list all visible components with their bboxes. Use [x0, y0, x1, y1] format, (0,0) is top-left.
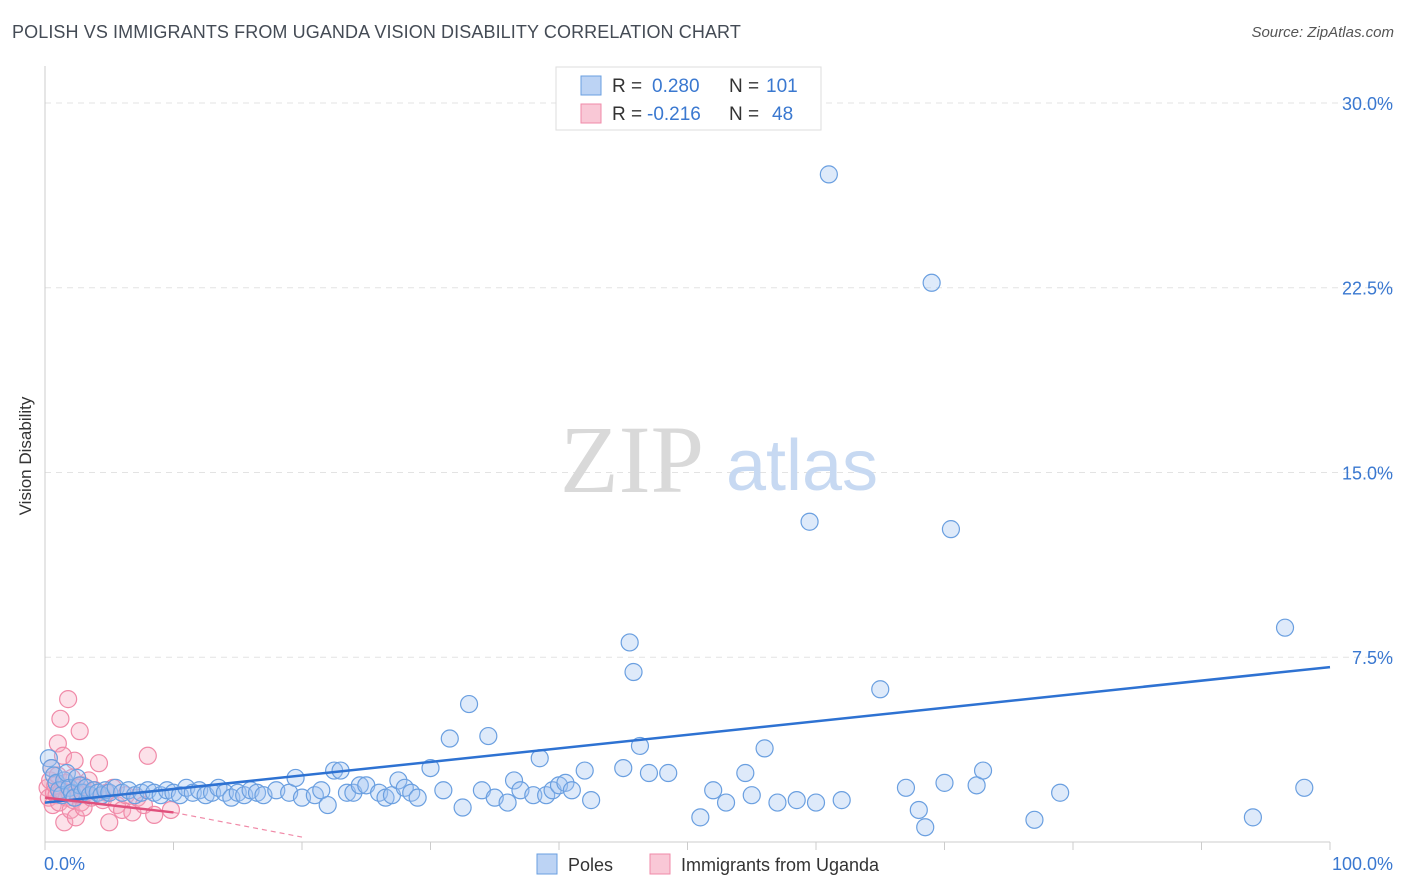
data-point-poles: [909, 800, 928, 820]
legend-n-label-uganda: N =: [729, 104, 759, 125]
data-point-poles: [389, 771, 408, 790]
watermark: ZIP atlas: [560, 406, 878, 513]
trend-line-uganda-extension: [173, 811, 303, 838]
legend-bottom-swatch-uganda: [649, 853, 671, 875]
data-point-poles: [453, 798, 472, 817]
data-point-poles: [459, 694, 479, 714]
data-point-poles: [624, 662, 643, 682]
watermark-atlas: atlas: [726, 426, 878, 506]
x-tick-label-min: 0.0%: [44, 854, 85, 874]
legend-r-label-poles: R =: [612, 76, 642, 97]
trend-line-poles: [44, 665, 1331, 804]
data-point-poles: [575, 761, 594, 780]
data-point-poles: [479, 726, 498, 746]
data-point-poles: [922, 273, 941, 292]
data-point-poles: [350, 776, 369, 795]
watermark-zip: ZIP: [560, 406, 704, 513]
data-point-poles: [742, 786, 761, 805]
y-tick-label: 30.0%: [1342, 94, 1393, 114]
y-tick-label: 15.0%: [1342, 463, 1393, 483]
data-point-poles: [620, 633, 639, 652]
data-point-uganda: [138, 746, 157, 765]
data-point-poles: [941, 520, 961, 539]
data-point-poles: [582, 791, 601, 810]
legend-r-value-uganda: -0.216: [647, 104, 701, 125]
data-point-poles: [768, 793, 787, 812]
legend-n-value-poles: 101: [766, 76, 798, 97]
data-point-poles: [691, 808, 710, 827]
data-point-poles: [704, 781, 723, 800]
legend-swatch-uganda: [580, 103, 602, 124]
legend-bottom: Poles Immigrants from Uganda: [536, 853, 880, 875]
data-point-poles: [787, 791, 806, 810]
data-point-poles: [408, 788, 427, 807]
legend-r-label-uganda: R =: [612, 104, 642, 125]
data-point-poles: [562, 781, 581, 800]
data-point-poles: [1275, 618, 1295, 637]
data-point-poles: [524, 786, 543, 805]
data-point-poles: [639, 763, 659, 783]
data-point-poles: [614, 758, 633, 778]
data-point-poles: [556, 773, 575, 792]
x-tick-label-max: 100.0%: [1332, 854, 1393, 874]
trend-lines: [44, 665, 1331, 838]
legend-bottom-label-uganda: Immigrants from Uganda: [681, 855, 880, 875]
y-tick-label: 22.5%: [1342, 279, 1393, 299]
data-point-poles: [659, 763, 678, 783]
legend-swatch-poles: [580, 75, 602, 96]
data-point-poles: [318, 795, 337, 815]
y-tick-label: 7.5%: [1352, 648, 1393, 668]
data-point-poles: [806, 793, 826, 812]
legend-n-value-uganda: 48: [772, 104, 793, 125]
data-point-poles: [440, 729, 459, 748]
data-point-poles: [1243, 808, 1263, 827]
data-point-poles: [504, 771, 524, 790]
data-point-poles: [57, 763, 76, 783]
source-label: Source: ZipAtlas.com: [1251, 24, 1394, 41]
data-point-poles: [935, 773, 954, 792]
legend-r-value-poles: 0.280: [652, 76, 700, 97]
tick-labels: 7.5% 15.0% 22.5% 30.0% 0.0% 100.0%: [44, 94, 1393, 874]
data-point-poles: [755, 739, 774, 758]
data-point-uganda: [59, 690, 78, 709]
data-point-uganda: [89, 754, 109, 773]
legend-bottom-swatch-poles: [536, 853, 558, 875]
data-point-poles: [800, 512, 819, 531]
data-point-poles: [736, 763, 755, 783]
chart-title: POLISH VS IMMIGRANTS FROM UGANDA VISION …: [12, 22, 741, 42]
data-point-poles: [1051, 783, 1070, 802]
data-point-poles: [871, 680, 890, 699]
data-point-poles: [1025, 810, 1044, 829]
legend-bottom-label-poles: Poles: [568, 855, 613, 875]
data-point-poles: [498, 793, 517, 812]
data-point-uganda: [100, 813, 119, 832]
data-point-poles: [973, 761, 993, 780]
data-point-poles: [916, 818, 935, 837]
data-point-poles: [1295, 778, 1314, 797]
data-point-uganda: [51, 709, 70, 728]
grid-lines: [45, 102, 1395, 658]
data-point-poles: [819, 165, 838, 184]
data-point-uganda: [70, 722, 89, 741]
axes: [44, 66, 1331, 850]
data-point-uganda: [53, 746, 73, 765]
legend-n-label-poles: N =: [729, 76, 759, 97]
trend-line-uganda: [44, 796, 174, 814]
data-point-poles: [630, 736, 650, 756]
data-point-poles: [434, 781, 453, 800]
data-point-uganda: [161, 800, 181, 820]
data-point-poles: [896, 778, 916, 797]
data-point-poles: [421, 758, 440, 778]
legend-top: R = 0.280 N = 101 R = -0.216 N = 48: [555, 66, 822, 131]
data-point-poles: [832, 791, 851, 810]
data-point-poles: [716, 793, 736, 812]
